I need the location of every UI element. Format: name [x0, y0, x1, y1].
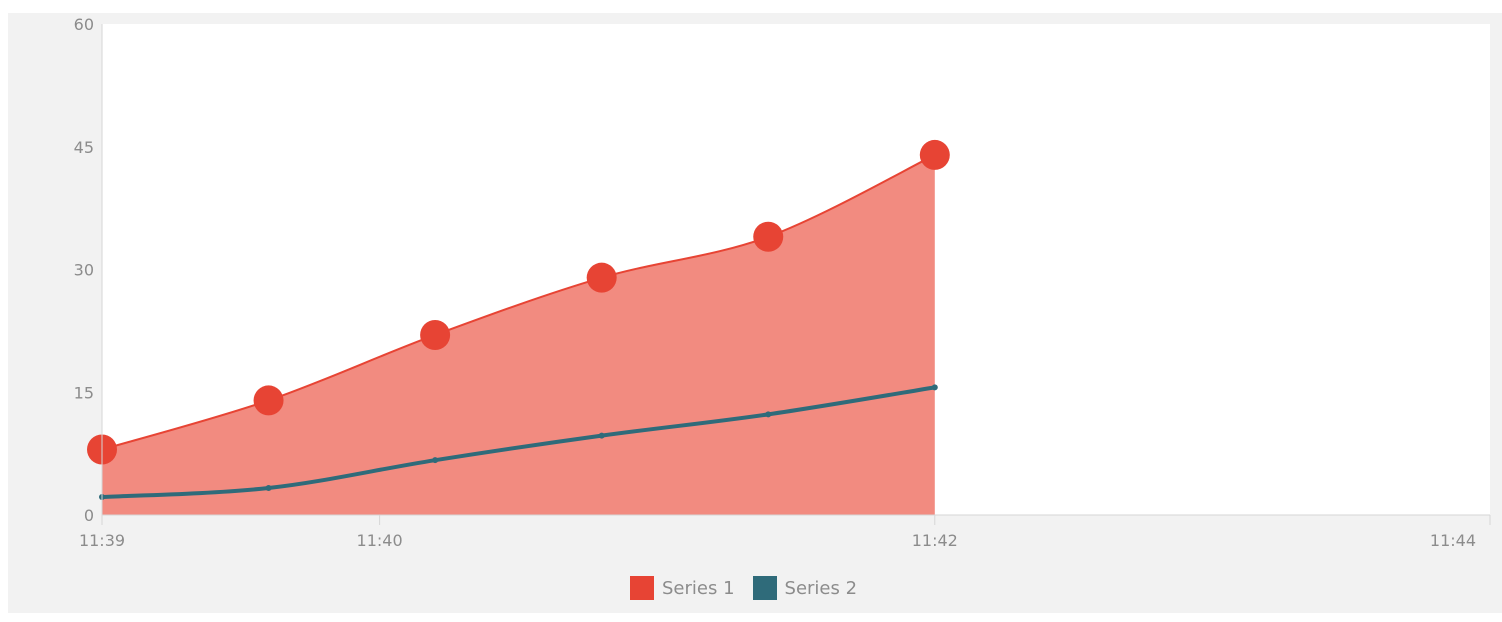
- axis-layer: 0 15 30 45 60 11:39 11:40 11:42 11:44: [74, 15, 1491, 550]
- x-tick-label: 11:40: [357, 531, 403, 550]
- legend-item-series-2[interactable]: Series 2: [752, 576, 858, 600]
- y-tick-label: 60: [74, 15, 94, 34]
- y-tick-label: 30: [74, 261, 94, 280]
- series-1-line: [101, 154, 936, 451]
- legend: Series 1 Series 2: [630, 576, 857, 600]
- series-2-point: [598, 432, 605, 439]
- line-layer: [101, 154, 936, 499]
- series-1-point: [753, 221, 784, 252]
- legend-item-series-1[interactable]: Series 1: [630, 576, 735, 600]
- series-1-point: [586, 262, 617, 293]
- series-1-point: [919, 139, 950, 170]
- y-tick-label: 15: [74, 383, 94, 402]
- x-tick-label: 11:44: [1430, 531, 1476, 550]
- series-2-point: [931, 384, 938, 391]
- marker-layer: [87, 139, 950, 500]
- x-tick-label: 11:42: [912, 531, 958, 550]
- legend-swatch-series-1: [630, 576, 654, 600]
- legend-label-series-1: Series 1: [662, 577, 735, 599]
- series-1-area: [102, 154, 935, 515]
- area-layer: [102, 154, 935, 515]
- y-tick-label: 0: [84, 506, 94, 525]
- series-1-point: [420, 319, 451, 350]
- series-2-line: [101, 385, 936, 499]
- legend-swatch-series-2: [752, 576, 777, 600]
- series-2-point: [265, 484, 272, 491]
- series-2-point: [432, 457, 439, 464]
- y-tick-label: 45: [74, 138, 94, 157]
- series-2-point: [765, 411, 772, 418]
- legend-label-series-2: Series 2: [784, 577, 858, 599]
- series-1-point: [253, 385, 284, 416]
- x-tick-label: 11:39: [79, 531, 125, 550]
